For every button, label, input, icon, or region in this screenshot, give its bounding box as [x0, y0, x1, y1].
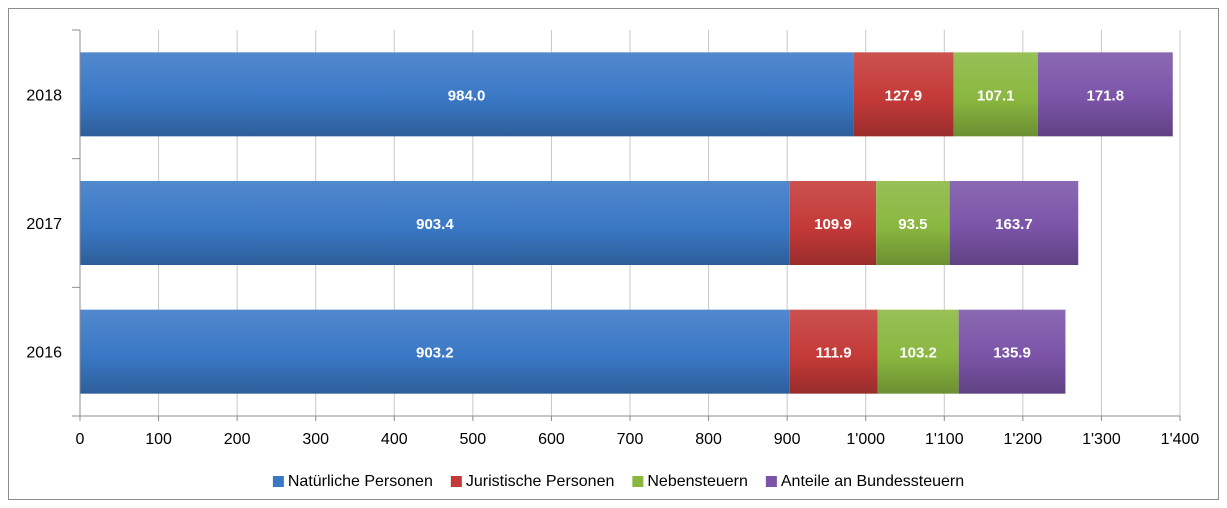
bar-2018-series-4: [1037, 52, 1173, 137]
bar-2018-series-2: [853, 52, 954, 137]
category-label-2018: 2018: [26, 87, 62, 104]
legend-swatch-3: [632, 476, 644, 487]
x-tick-label: 1'200: [1004, 431, 1043, 448]
legend: Natürliche Personen Juristische Personen N…: [272, 473, 964, 490]
legend-swatch-2: [450, 476, 462, 487]
data-label-2018-series-3: 107.1: [977, 87, 1015, 104]
legend-swatch-1: [272, 476, 284, 487]
bar-2018-series-1: [80, 52, 854, 137]
x-tick-label: 500: [460, 431, 487, 448]
x-tick-label: 800: [695, 431, 722, 448]
x-tick-label: 1'300: [1082, 431, 1121, 448]
data-label-2018-series-1: 984.0: [448, 87, 486, 104]
bar-2016-series-2: [789, 309, 878, 394]
legend-label-3: Nebensteuern: [647, 473, 748, 490]
category-label-2016: 2016: [26, 345, 62, 362]
bar-2016-series-4: [958, 309, 1066, 394]
data-label-2016-series-3: 103.2: [899, 345, 937, 362]
x-tick-label: 1'400: [1161, 431, 1200, 448]
data-label-2016-series-4: 135.9: [993, 345, 1031, 362]
bar-2018-series-3: [953, 52, 1038, 137]
legend-swatch-4: [765, 476, 777, 487]
x-tick-label: 100: [145, 431, 172, 448]
data-label-2016-series-2: 111.9: [816, 345, 852, 362]
bar-2016-series-3: [877, 309, 959, 394]
x-tick-label: 1'000: [846, 431, 885, 448]
bar-2017-series-1: [80, 181, 790, 265]
axes: 0 100 200 300 400 500 600 700 800 900 1'000 1'100 1'…: [26, 29, 1200, 448]
x-tick-label: 300: [302, 431, 329, 448]
data-label-2018-series-2: 127.9: [885, 87, 923, 104]
x-tick-label: 600: [538, 431, 565, 448]
bar-2017-series-4: [949, 181, 1079, 265]
x-tick-label: 900: [774, 431, 801, 448]
category-label-2017: 2017: [26, 216, 62, 233]
bar-2017-series-3: [876, 181, 950, 265]
x-tick-label: 400: [381, 431, 408, 448]
x-tick-label: 0: [76, 431, 85, 448]
legend-label-1: Natürliche Personen: [288, 473, 433, 490]
bars: 984.0 127.9 107.1 171.8 903.4 109.9 93.5 163.7 9…: [80, 52, 1173, 394]
data-label-2018-series-4: 171.8: [1087, 87, 1125, 104]
x-tick-label: 1'100: [925, 431, 964, 448]
bar-2017-series-2: [789, 181, 877, 265]
data-label-2017-series-2: 109.9: [814, 216, 852, 233]
data-label-2017-series-1: 903.4: [416, 216, 454, 233]
data-label-2016-series-1: 903.2: [416, 345, 454, 362]
legend-label-2: Juristische Personen: [466, 473, 615, 490]
data-label-2017-series-4: 163.7: [995, 216, 1033, 233]
x-tick-label: 700: [617, 431, 644, 448]
legend-label-4: Anteile an Bundessteuern: [781, 473, 964, 490]
x-tick-label: 200: [224, 431, 251, 448]
bar-2016-series-1: [80, 309, 790, 394]
data-label-2017-series-3: 93.5: [898, 216, 927, 233]
